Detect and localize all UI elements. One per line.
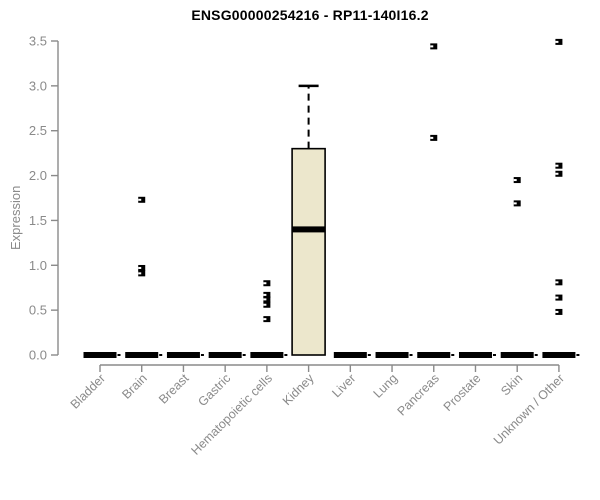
y-tick-label: 3.5 [29,34,47,49]
outlier-gap-unknown-other [555,281,559,284]
outlier-gap-unknown-other [555,172,559,175]
y-tick-label: 2.0 [29,168,47,183]
outlier-gap-skin [513,179,517,182]
x-tick-label-prostate: Prostate [441,371,484,414]
outlier-gap-skin [513,202,517,205]
outlier-gap-hematopoietic-cells [263,293,267,296]
box-prostate [458,352,492,358]
box-notch-brain [159,354,163,356]
box-brain [125,352,159,358]
y-tick-label: 0.0 [29,348,47,363]
outlier-gap-unknown-other [555,296,559,299]
box-notch-lung [409,354,413,356]
outlier-hematopoietic-cells [263,291,271,298]
box-unknown-other [542,352,576,358]
x-tick-label-gastric: Gastric [195,371,233,409]
y-tick-label: 1.5 [29,213,47,228]
box-skin [500,352,534,358]
box-liver [333,352,367,358]
outlier-gap-hematopoietic-cells [263,282,267,285]
box-notch-skin [534,354,538,356]
box-notch-unknown-other [576,354,580,356]
outlier-hematopoietic-cells [263,280,271,287]
box-notch-prostate [492,354,496,356]
outlier-unknown-other [555,294,563,301]
x-tick-label-skin: Skin [498,371,525,398]
outlier-gap-unknown-other [555,164,559,167]
outlier-unknown-other [555,279,563,286]
box-lung [375,352,409,358]
outlier-pancreas [430,134,438,141]
outlier-gap-hematopoietic-cells [263,318,267,321]
outlier-skin [513,200,521,207]
median-kidney [292,226,326,233]
x-tick-label-pancreas: Pancreas [395,371,442,418]
chart-title: ENSG00000254216 - RP11-140I16.2 [191,7,429,23]
outlier-gap-hematopoietic-cells [263,303,267,306]
y-tick-label: 3.0 [29,78,47,93]
outlier-hematopoietic-cells [263,301,271,308]
x-tick-label-brain: Brain [119,371,150,402]
y-tick-label: 2.5 [29,123,47,138]
box-notch-gastric [242,354,246,356]
outlier-brain [138,196,146,203]
outlier-brain [138,264,146,271]
outlier-unknown-other [555,162,563,169]
x-tick-label-breast: Breast [156,371,192,407]
x-tick-label-bladder: Bladder [68,371,108,411]
y-tick-label: 0.5 [29,303,47,318]
box-breast [166,352,200,358]
box-notch-bladder [117,354,121,356]
x-tick-label-hematopoietic-cells: Hematopoietic cells [188,371,275,458]
box-pancreas [417,352,451,358]
outlier-gap-hematopoietic-cells [263,298,267,301]
box-notch-hematopoietic-cells [284,354,288,356]
box-kidney [291,147,326,356]
x-tick-label-kidney: Kidney [280,371,317,408]
outlier-unknown-other [555,38,563,45]
outlier-gap-pancreas [430,136,434,139]
x-tick-label-lung: Lung [371,371,401,401]
outlier-gap-brain [138,266,142,269]
y-tick-label: 1.0 [29,258,47,273]
outlier-unknown-other [555,308,563,315]
outlier-pancreas [430,43,438,50]
box-gastric [208,352,242,358]
outlier-gap-unknown-other [555,40,559,43]
x-tick-label-liver: Liver [329,371,358,400]
outlier-gap-unknown-other [555,310,559,313]
outlier-skin [513,177,521,184]
outlier-gap-brain [138,198,142,201]
outlier-gap-brain [138,272,142,275]
x-tick-label-unknown-other: Unknown / Other [491,371,567,447]
box-notch-pancreas [451,354,455,356]
outlier-hematopoietic-cells [263,296,271,303]
box-hematopoietic-cells [250,352,284,358]
outlier-gap-pancreas [430,45,434,48]
outlier-brain [138,270,146,277]
box-bladder [83,352,117,358]
outlier-unknown-other [555,170,563,177]
box-notch-breast [200,354,204,356]
outlier-hematopoietic-cells [263,316,271,323]
box-notch-liver [367,354,371,356]
